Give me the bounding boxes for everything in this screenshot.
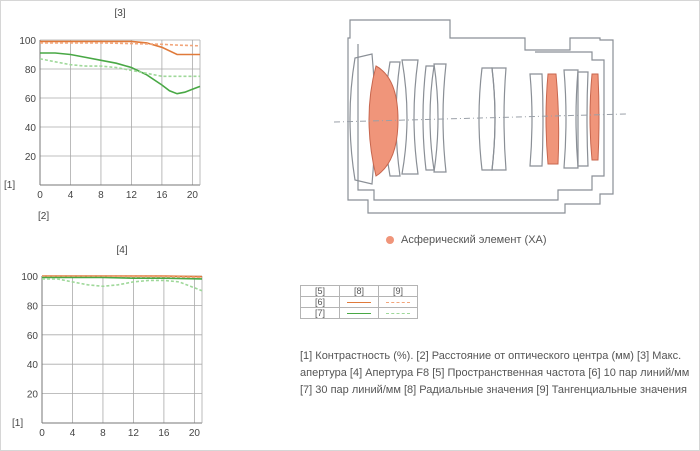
aspheric-dot-icon (386, 236, 394, 244)
tangential-30-swatch (386, 313, 410, 315)
key-swatch-cell (339, 307, 379, 319)
chart1-x-tick-label: 0 (37, 190, 43, 201)
key-swatch-cell (378, 307, 418, 319)
key-table-row: [6] (300, 296, 418, 308)
chart1-y-tick-label: 40 (25, 123, 37, 134)
chart2-series-tangential-30-line (42, 278, 203, 292)
chart2-title: [4] (116, 245, 127, 256)
chart1-y-tick-label: 80 (25, 65, 37, 76)
radial-10-swatch (347, 302, 371, 304)
lens-element-12 (577, 71, 589, 167)
lens-element-5 (422, 65, 435, 171)
chart2-x-tick-label: 12 (128, 428, 140, 439)
lens-barrel-outline (347, 19, 614, 214)
key-swatch-cell (339, 296, 379, 308)
chart1-x-tick-label: 12 (126, 190, 138, 201)
lens-element-9 (529, 73, 544, 167)
chart1-series-tangential-30-line (39, 58, 200, 78)
lens-element-11 (563, 69, 579, 169)
aspheric-legend: Асферический элемент (XA) (386, 234, 547, 246)
chart1-x-tick-label: 8 (98, 190, 104, 201)
lens-element-8 (491, 67, 507, 171)
chart2-x-tick-label: 0 (39, 428, 45, 439)
mtf-chart-f8: [4] 0 4 8 12 16 20 20 40 60 80 100 [1] (12, 245, 203, 439)
aspheric-legend-label: Асферический элемент (XA) (401, 234, 547, 246)
chart1-x-tick-label: 4 (68, 190, 74, 201)
key-table-row-label: [6] (300, 296, 340, 308)
chart2-y-tick-label: 100 (21, 272, 38, 283)
chart2-series-radial-30-line (42, 276, 203, 280)
chart1-x-tick-label: 20 (187, 190, 199, 201)
chart1-series-radial-30-line (40, 52, 201, 95)
lens-inner-outline (357, 44, 605, 201)
key-table-row: [7] (300, 307, 418, 319)
aspheric-element-3 (589, 73, 600, 161)
chart1-x-axis-label: [2] (38, 211, 49, 222)
key-table-header: [5] (300, 285, 340, 297)
key-table-header-row: [5] [8] [9] (300, 285, 418, 297)
optical-axis (333, 113, 627, 123)
aspheric-element-1 (368, 65, 399, 177)
lens-element-6 (433, 63, 447, 173)
lens-cross-section-diagram (333, 19, 627, 214)
chart1-x-tick-label: 16 (156, 190, 168, 201)
chart1-y-tick-label: 60 (25, 94, 37, 105)
lens-element-4 (401, 59, 419, 175)
chart2-y-axis-label: [1] (12, 418, 23, 429)
chart2-x-tick-label: 4 (70, 428, 76, 439)
lens-element-7 (478, 67, 496, 171)
chart1-series-tangential-10-line (40, 42, 201, 47)
chart1-y-axis-label: [1] (4, 180, 15, 191)
figure-caption: [1] Контрастность (%). [2] Расстояние от… (300, 350, 690, 396)
key-swatch-cell (378, 296, 418, 308)
key-table-header: [8] (339, 285, 379, 297)
line-key-table: [5] [8] [9] [6] [7] (300, 285, 418, 319)
chart2-x-tick-label: 16 (158, 428, 170, 439)
chart2-y-tick-label: 80 (27, 301, 39, 312)
key-table-row-label: [7] (300, 307, 340, 319)
chart1-y-tick-label: 100 (19, 36, 36, 47)
chart2-x-tick-label: 8 (100, 428, 106, 439)
chart2-x-tick-label: 20 (189, 428, 201, 439)
chart2-y-tick-label: 60 (27, 331, 39, 342)
key-table-header: [9] (378, 285, 418, 297)
chart2-y-tick-label: 20 (27, 390, 39, 401)
chart1-series-radial-10-line (40, 40, 200, 56)
chart2-y-tick-label: 40 (27, 360, 39, 371)
mtf-chart-max-aperture: [3] 0 4 8 12 16 20 20 40 60 80 100 [1] [2] (4, 8, 201, 222)
tangential-10-swatch (386, 302, 410, 304)
chart1-y-tick-label: 20 (25, 152, 37, 163)
radial-30-swatch (347, 313, 371, 315)
chart1-title: [3] (114, 8, 125, 19)
aspheric-element-2 (545, 73, 560, 165)
